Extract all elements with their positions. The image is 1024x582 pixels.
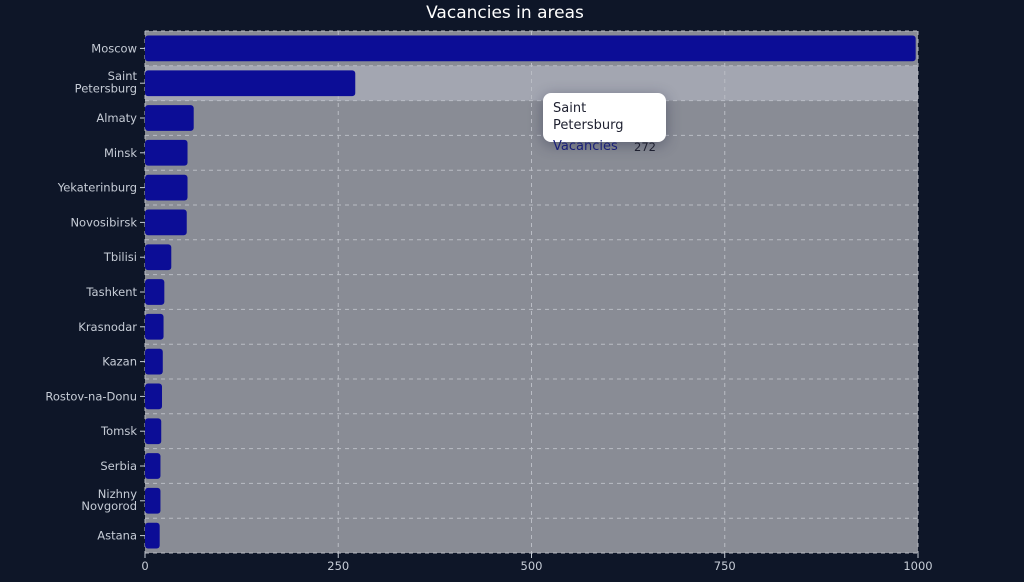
x-tick-label-0: 0	[141, 559, 148, 573]
bar-7[interactable]	[145, 279, 165, 305]
bar-5[interactable]	[145, 209, 187, 236]
x-tick-label-3: 750	[714, 559, 736, 573]
y-tick-label-11: Tomsk	[100, 424, 137, 438]
y-tick-label-7: Tashkent	[85, 285, 137, 299]
y-tick-label-3: Minsk	[104, 146, 137, 160]
x-tick-labels: 0 250 500 750 1000	[141, 553, 933, 573]
y-tick-label-5: Novosibirsk	[70, 215, 137, 229]
bar-0[interactable]	[145, 35, 916, 62]
bar-13[interactable]	[145, 487, 161, 514]
bar-10[interactable]	[145, 383, 163, 410]
y-tick-label-12: Serbia	[100, 459, 137, 473]
bar-6[interactable]	[145, 244, 172, 271]
y-tick-label-4: Yekaterinburg	[57, 181, 137, 195]
bar-2[interactable]	[145, 105, 194, 131]
y-tick-labels: Moscow Saint Petersburg Almaty Minsk Yekateri…	[45, 41, 145, 543]
y-tick-label-8: Krasnodar	[78, 320, 137, 334]
y-tick-label-13: Nizhny Novgorod	[81, 487, 137, 513]
bar-8[interactable]	[145, 313, 164, 340]
bar-4[interactable]	[145, 174, 188, 201]
y-tick-label-0: Moscow	[91, 41, 137, 55]
tooltip: Saint Petersburg Vacancies 272	[543, 93, 666, 154]
chart-title: Vacancies in areas	[426, 3, 584, 23]
x-tick-label-4: 1000	[903, 559, 932, 573]
bar-1[interactable]	[145, 70, 356, 97]
y-tick-label-10: Rostov-na-Donu	[45, 389, 137, 403]
y-tick-label-2: Almaty	[96, 111, 137, 125]
bars	[145, 35, 916, 549]
x-tick-label-2: 500	[521, 559, 543, 573]
tooltip-title: Saint Petersburg	[553, 101, 624, 133]
y-tick-label-6: Tbilisi	[103, 250, 137, 264]
tooltip-series-name: Vacancies	[553, 139, 618, 154]
y-tick-label-14: Astana	[97, 529, 137, 543]
grid-lines	[144, 30, 919, 554]
y-tick-label-9: Kazan	[102, 355, 137, 369]
bar-12[interactable]	[145, 453, 161, 479]
bar-3[interactable]	[145, 139, 188, 166]
y-tick-label-1: Saint Petersburg	[75, 69, 138, 95]
x-tick-label-1: 250	[327, 559, 349, 573]
bar-11[interactable]	[145, 418, 162, 445]
bar-14[interactable]	[145, 522, 160, 549]
tooltip-value: 272	[634, 140, 656, 154]
bar-9[interactable]	[145, 348, 163, 375]
tooltip-row: Vacancies 272	[553, 139, 656, 155]
